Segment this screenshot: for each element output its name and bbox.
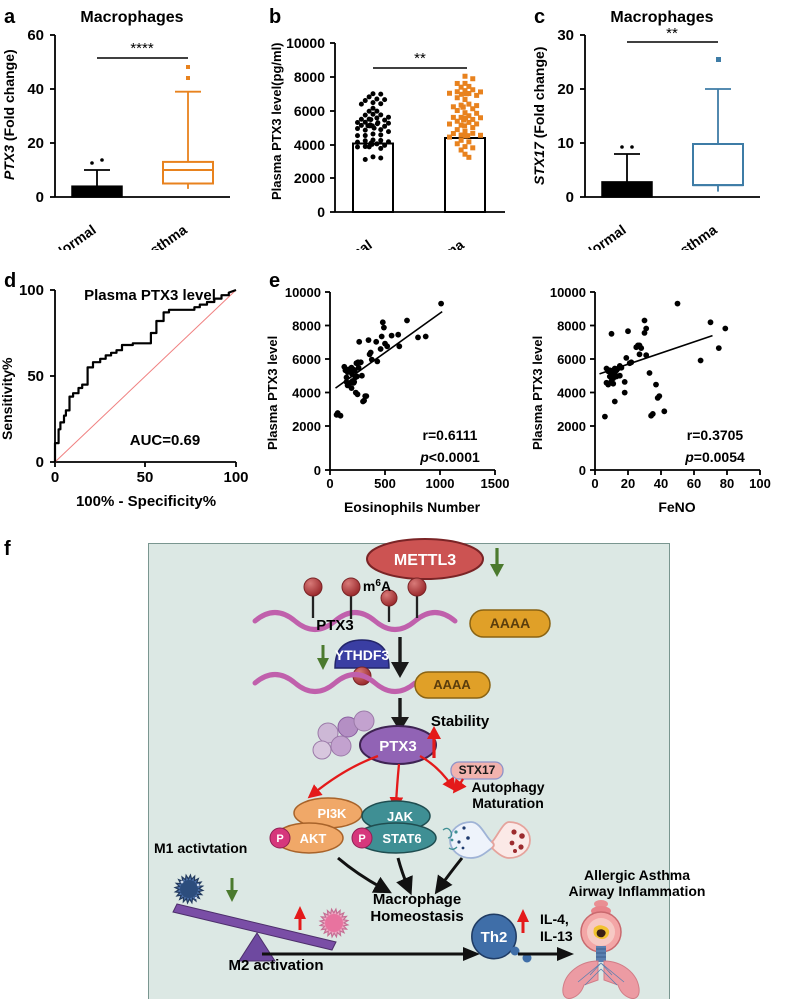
- svg-text:IL-13: IL-13: [540, 928, 573, 944]
- svg-text:p<0.0001: p<0.0001: [419, 449, 480, 465]
- svg-text:P: P: [358, 833, 365, 845]
- svg-text:m6A: m6A: [363, 578, 391, 595]
- svg-text:0: 0: [314, 463, 321, 478]
- svg-text:M2 activation: M2 activation: [228, 957, 323, 974]
- svg-text:4000: 4000: [557, 386, 586, 401]
- svg-text:Plasma PTX3 level: Plasma PTX3 level: [530, 336, 545, 450]
- svg-text:500: 500: [374, 476, 396, 491]
- svg-text:Eosinophils Number: Eosinophils Number: [344, 499, 481, 515]
- svg-text:STX17: STX17: [459, 763, 496, 777]
- svg-text:Stability: Stability: [431, 713, 490, 730]
- svg-text:Homeostasis: Homeostasis: [370, 908, 463, 925]
- svg-text:STAT6: STAT6: [382, 831, 421, 846]
- svg-text:4000: 4000: [292, 386, 321, 401]
- svg-text:Plasma PTX3 level: Plasma PTX3 level: [265, 336, 280, 450]
- svg-text:0: 0: [566, 189, 574, 206]
- svg-text:IL-4,: IL-4,: [540, 911, 569, 927]
- svg-text:60: 60: [27, 27, 44, 44]
- svg-text:STX17 (Fold change): STX17 (Fold change): [531, 47, 547, 185]
- svg-text:8000: 8000: [292, 319, 321, 334]
- svg-text:**: **: [666, 25, 678, 42]
- svg-text:20: 20: [27, 135, 44, 152]
- svg-text:0: 0: [317, 204, 325, 220]
- svg-text:Sensitivity%: Sensitivity%: [0, 357, 15, 440]
- svg-text:2000: 2000: [557, 419, 586, 434]
- svg-text:60: 60: [687, 476, 701, 491]
- svg-text:FeNO: FeNO: [658, 499, 695, 515]
- svg-text:Airway Inflammation: Airway Inflammation: [569, 883, 706, 899]
- svg-text:40: 40: [654, 476, 668, 491]
- svg-text:PTX3: PTX3: [379, 738, 417, 755]
- svg-text:PTX3 (Fold change): PTX3 (Fold change): [1, 49, 17, 180]
- svg-text:Normal: Normal: [326, 236, 375, 250]
- svg-text:8000: 8000: [557, 319, 586, 334]
- svg-text:Macrophages: Macrophages: [80, 9, 183, 26]
- svg-text:0: 0: [36, 189, 44, 206]
- svg-text:0: 0: [36, 454, 44, 471]
- svg-text:r=0.6111: r=0.6111: [423, 427, 478, 443]
- svg-text:40: 40: [27, 81, 44, 98]
- svg-text:JAK: JAK: [387, 809, 414, 824]
- svg-text:20: 20: [621, 476, 635, 491]
- svg-text:r=0.3705: r=0.3705: [687, 427, 744, 443]
- svg-text:Maturation: Maturation: [472, 795, 544, 811]
- svg-text:Asthma: Asthma: [138, 221, 189, 250]
- svg-text:Macrophages: Macrophages: [610, 9, 713, 26]
- svg-text:4000: 4000: [294, 137, 325, 153]
- svg-text:0: 0: [326, 476, 333, 491]
- svg-text:PTX3: PTX3: [316, 617, 354, 634]
- svg-text:0: 0: [51, 469, 59, 486]
- svg-text:8000: 8000: [294, 69, 325, 85]
- svg-text:METTL3: METTL3: [394, 552, 456, 569]
- svg-text:Allergic Asthma: Allergic Asthma: [584, 867, 690, 883]
- svg-text:50: 50: [27, 368, 44, 385]
- svg-text:Asthma: Asthma: [415, 236, 466, 250]
- svg-text:Plasma PTX3 level: Plasma PTX3 level: [84, 287, 216, 304]
- svg-text:10000: 10000: [285, 285, 321, 300]
- svg-text:80: 80: [720, 476, 734, 491]
- svg-text:0: 0: [591, 476, 598, 491]
- svg-text:Plasma PTX3 level(pg/ml): Plasma PTX3 level(pg/ml): [269, 42, 284, 200]
- svg-text:2000: 2000: [294, 170, 325, 186]
- svg-text:****: ****: [130, 40, 154, 57]
- svg-text:10: 10: [557, 135, 574, 152]
- svg-text:AKT: AKT: [300, 831, 327, 846]
- svg-text:100: 100: [19, 282, 44, 299]
- svg-text:6000: 6000: [557, 352, 586, 367]
- svg-text:p=0.0054: p=0.0054: [684, 449, 745, 465]
- svg-text:P: P: [276, 833, 283, 845]
- svg-text:PI3K: PI3K: [318, 806, 348, 821]
- svg-text:6000: 6000: [292, 352, 321, 367]
- svg-text:Th2: Th2: [481, 929, 508, 946]
- svg-text:100: 100: [749, 476, 771, 491]
- svg-text:1500: 1500: [481, 476, 510, 491]
- svg-text:Asthma: Asthma: [668, 221, 719, 250]
- svg-text:YTHDF3: YTHDF3: [335, 647, 390, 663]
- svg-text:0: 0: [579, 463, 586, 478]
- svg-text:AUC=0.69: AUC=0.69: [130, 432, 200, 449]
- svg-text:Normal: Normal: [580, 221, 629, 250]
- svg-text:2000: 2000: [292, 419, 321, 434]
- svg-text:Macrophage: Macrophage: [373, 891, 461, 908]
- svg-text:AAAA: AAAA: [433, 677, 471, 692]
- svg-text:**: **: [414, 50, 426, 67]
- svg-text:20: 20: [557, 81, 574, 98]
- svg-text:1000: 1000: [426, 476, 455, 491]
- svg-text:M1 activtation: M1 activtation: [154, 840, 247, 856]
- svg-text:100: 100: [223, 469, 248, 486]
- svg-text:10000: 10000: [550, 285, 586, 300]
- svg-text:30: 30: [557, 27, 574, 44]
- svg-text:Normal: Normal: [50, 221, 99, 250]
- svg-text:Autophagy: Autophagy: [471, 779, 544, 795]
- svg-text:10000: 10000: [286, 35, 325, 51]
- svg-text:6000: 6000: [294, 103, 325, 119]
- svg-text:100% - Specificity%: 100% - Specificity%: [76, 493, 216, 510]
- svg-text:50: 50: [137, 469, 154, 486]
- svg-text:AAAA: AAAA: [490, 615, 530, 631]
